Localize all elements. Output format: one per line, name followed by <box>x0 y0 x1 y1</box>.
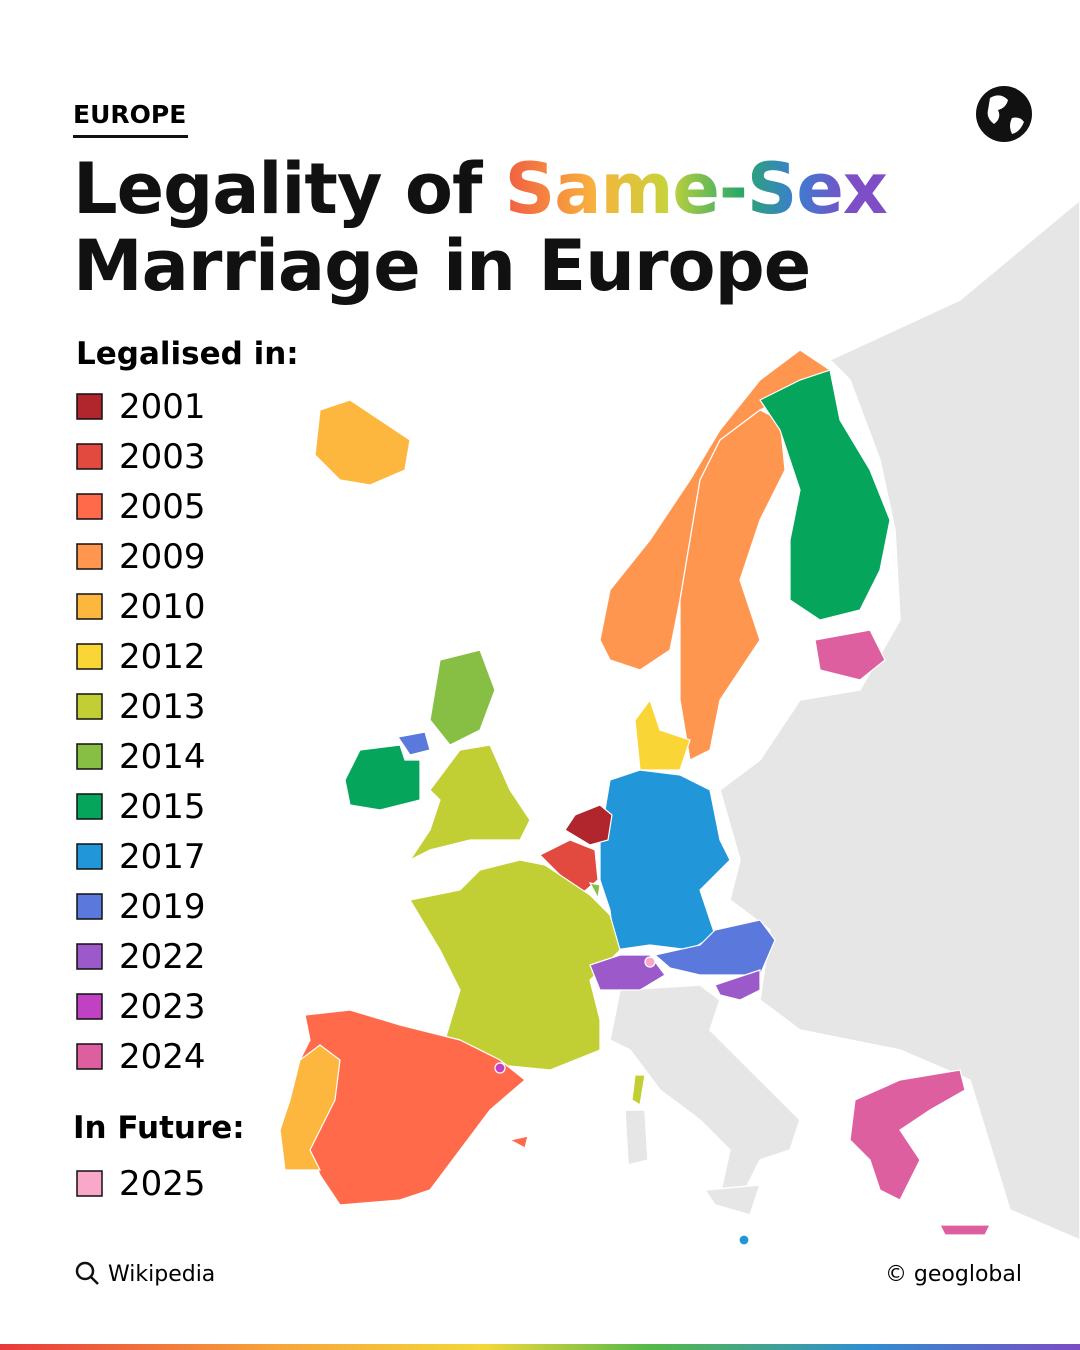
legend-label: 2013 <box>119 687 206 727</box>
legend-swatch <box>76 1170 103 1197</box>
legend-swatch <box>76 843 103 870</box>
title-line-2: Marriage in Europe <box>73 225 810 307</box>
legend: 2001 2003 2005 2009 2010 2012 2013 2014 2015 2017… <box>76 387 206 1077</box>
sweden <box>679 409 786 761</box>
legend-swatch <box>76 693 103 720</box>
title-highlight: Same-Sex <box>505 148 888 230</box>
luxembourg <box>588 882 601 900</box>
title-start: Legality of <box>73 148 505 230</box>
italy <box>609 984 801 1201</box>
legend-label: 2024 <box>119 1037 206 1077</box>
future-legend: 2025 <box>76 1164 206 1204</box>
legend-label: 2001 <box>119 387 206 427</box>
legend-swatch <box>76 793 103 820</box>
legend-swatch <box>76 1043 103 1070</box>
legend-swatch <box>76 543 103 570</box>
northern-ireland <box>396 731 431 756</box>
rainbow-bar <box>0 1344 1080 1350</box>
legend-swatch <box>76 443 103 470</box>
corsica <box>631 1074 646 1106</box>
greece <box>849 1069 966 1201</box>
kicker-rule <box>73 135 188 138</box>
legend-label: 2003 <box>119 437 206 477</box>
slovenia <box>714 969 761 1001</box>
ireland <box>344 744 421 811</box>
legend-swatch <box>76 393 103 420</box>
estonia <box>814 629 886 681</box>
legend-label: 2005 <box>119 487 206 527</box>
legend-label: 2017 <box>119 837 206 877</box>
legend-swatch <box>76 993 103 1020</box>
balearic <box>508 1135 529 1149</box>
liechtenstein <box>644 956 656 968</box>
legend-label: 2010 <box>119 587 206 627</box>
sicily <box>703 1184 762 1216</box>
legend-label: 2009 <box>119 537 206 577</box>
future-title: In Future: <box>73 1110 245 1146</box>
sardinia <box>624 1109 649 1166</box>
netherlands <box>564 804 613 846</box>
source: Wikipedia <box>108 1262 215 1287</box>
austria <box>653 919 776 976</box>
credit: © geoglobal <box>885 1262 1022 1287</box>
land-east <box>719 199 1080 1241</box>
search-icon <box>75 1261 99 1285</box>
malta <box>738 1234 750 1246</box>
legend-label: 2025 <box>119 1164 206 1204</box>
map <box>279 199 1080 1246</box>
legend-swatch <box>76 643 103 670</box>
legend-title: Legalised in: <box>76 336 299 372</box>
andorra <box>494 1062 506 1074</box>
scotland <box>429 649 496 746</box>
legend-label: 2014 <box>119 737 206 777</box>
legend-label: 2015 <box>119 787 206 827</box>
globe-icon <box>976 86 1032 142</box>
legend-swatch <box>76 943 103 970</box>
legend-swatch <box>76 493 103 520</box>
finland <box>759 369 891 621</box>
legend-swatch <box>76 743 103 770</box>
legend-label: 2019 <box>119 887 206 927</box>
kicker: EUROPE <box>73 100 186 129</box>
iceland <box>314 399 411 486</box>
legend-label: 2023 <box>119 987 206 1027</box>
france <box>409 859 621 1071</box>
legend-label: 2022 <box>119 937 206 977</box>
legend-swatch <box>76 593 103 620</box>
england-wales <box>408 744 531 862</box>
crete <box>939 1224 991 1236</box>
legend-swatch <box>76 893 103 920</box>
portugal <box>279 1044 341 1171</box>
legend-label: 2012 <box>119 637 206 677</box>
germany <box>599 769 731 951</box>
title-line-1: Legality of Same-Sex <box>73 148 888 230</box>
